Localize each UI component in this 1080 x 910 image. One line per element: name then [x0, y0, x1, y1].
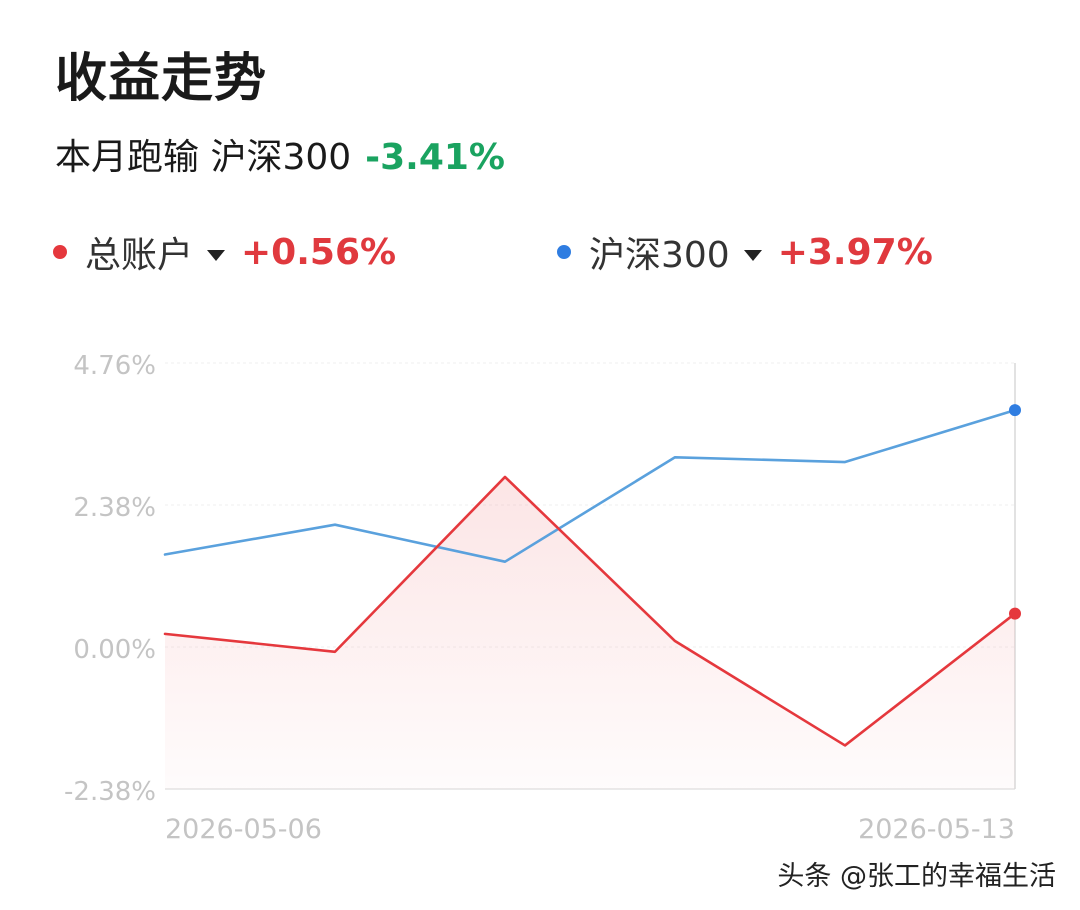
dot-icon: [557, 245, 571, 259]
caret-down-icon[interactable]: [743, 249, 762, 261]
legend-total-account-value: +0.56%: [241, 231, 397, 273]
performance-summary: 本月跑输 沪深300 -3.41%: [55, 128, 505, 180]
legend-csi300-label: 沪深300: [589, 235, 730, 276]
y-tick-label: 4.76%: [73, 351, 156, 381]
page-title: 收益走势: [55, 49, 268, 109]
return-chart[interactable]: 4.76% 2.38% 0.00% -2.38% 2026-05-06 2026-05-…: [0, 340, 1080, 850]
y-tick-label: -2.38%: [64, 777, 156, 807]
data-point-csi300: [1009, 404, 1021, 417]
series-line-csi300: [163, 408, 1017, 563]
legend-total-account-label: 总账户: [85, 235, 194, 276]
y-tick-label: 2.38%: [73, 493, 156, 523]
data-point-total-account: [1009, 607, 1021, 620]
dot-icon: [53, 245, 67, 259]
legend-total-account[interactable]: 总账户 +0.56%: [53, 230, 397, 276]
summary-text: 本月跑输 沪深300: [55, 137, 352, 178]
x-tick-label: 2026-05-06: [165, 814, 322, 845]
watermark: 头条 @张工的幸福生活: [777, 861, 1056, 892]
series-line-total-account: [163, 475, 1017, 747]
legend-csi300-value: +3.97%: [777, 231, 933, 273]
y-tick-label: 0.00%: [73, 635, 156, 665]
caret-down-icon[interactable]: [207, 249, 226, 261]
summary-diff: -3.41%: [365, 137, 506, 178]
account-area-fill: [165, 476, 1015, 789]
legend-csi300[interactable]: 沪深300 +3.97%: [557, 230, 933, 276]
x-tick-label: 2026-05-13: [858, 814, 1015, 845]
